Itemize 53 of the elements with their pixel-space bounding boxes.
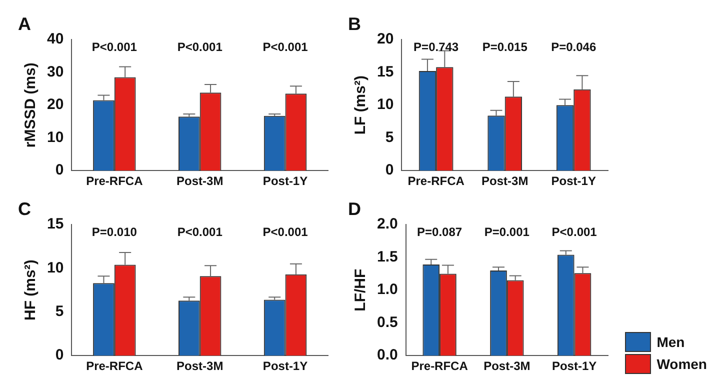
x-tick-label: Pre-RFCA xyxy=(408,174,465,188)
y-tick-label: 10 xyxy=(46,259,64,276)
y-tick-label: 20 xyxy=(46,96,64,114)
y-tick-label: 40 xyxy=(46,30,64,48)
x-tick-label: Post-3M xyxy=(484,359,530,374)
x-tick-label: Pre-RFCA xyxy=(86,359,144,374)
x-tick-label: Post-1Y xyxy=(551,174,596,188)
y-tick-label: 10 xyxy=(376,96,394,114)
x-tick-label: Post-3M xyxy=(482,174,528,188)
x-tick-label: Post-1Y xyxy=(262,359,308,374)
annotation: P<0.001 xyxy=(552,224,598,239)
x-tick-label: Post-3M xyxy=(176,359,224,374)
y-axis-title: LF (ms²) xyxy=(352,76,370,135)
y-tick-label: 0.0 xyxy=(376,346,398,364)
annotation: P=0.015 xyxy=(482,40,528,54)
annotation: P=0.743 xyxy=(414,40,459,54)
annotation: P<0.001 xyxy=(262,40,308,54)
annotation: P=0.087 xyxy=(417,224,462,239)
y-tick-label: 2.0 xyxy=(376,216,398,233)
annotation: P<0.001 xyxy=(262,224,308,239)
chart-title: B xyxy=(348,14,361,34)
x-tick-label: Post-3M xyxy=(176,174,224,188)
y-tick-label: 1.0 xyxy=(376,281,398,298)
annotation: P<0.001 xyxy=(92,40,138,54)
chart-title: A xyxy=(18,14,31,34)
chart-title: C xyxy=(18,198,31,219)
y-tick-label: 0 xyxy=(55,346,64,364)
annotation: P<0.001 xyxy=(177,40,223,54)
legend-label: Women xyxy=(656,356,707,372)
y-tick-label: 0 xyxy=(385,162,394,179)
x-tick-label: Post-1Y xyxy=(262,174,308,188)
annotation: P=0.001 xyxy=(484,224,530,239)
y-tick-label: 10 xyxy=(46,128,64,146)
annotation: P=0.010 xyxy=(92,224,138,239)
y-tick-label: 15 xyxy=(46,216,64,233)
y-tick-label: 0 xyxy=(55,162,64,179)
y-tick-label: 5 xyxy=(55,303,64,320)
x-tick-label: Pre-RFCA xyxy=(86,174,144,188)
x-tick-label: Post-1Y xyxy=(552,359,597,374)
y-axis-title: LF/HF xyxy=(352,268,370,312)
y-tick-label: 20 xyxy=(376,30,394,48)
x-tick-label: Pre-RFCA xyxy=(411,359,468,374)
chart-title: D xyxy=(348,198,361,219)
y-axis-title: rMSSD (ms) xyxy=(22,62,40,148)
y-tick-label: 15 xyxy=(376,63,394,80)
y-tick-label: 1.5 xyxy=(376,248,398,266)
y-tick-label: 30 xyxy=(46,63,64,80)
annotation: P<0.001 xyxy=(177,224,223,239)
y-tick-label: 5 xyxy=(385,128,394,146)
annotation: P=0.046 xyxy=(551,40,596,54)
legend-label: Men xyxy=(656,334,685,350)
y-tick-label: 0.5 xyxy=(376,314,398,331)
y-axis-title: HF (ms²) xyxy=(22,260,40,321)
